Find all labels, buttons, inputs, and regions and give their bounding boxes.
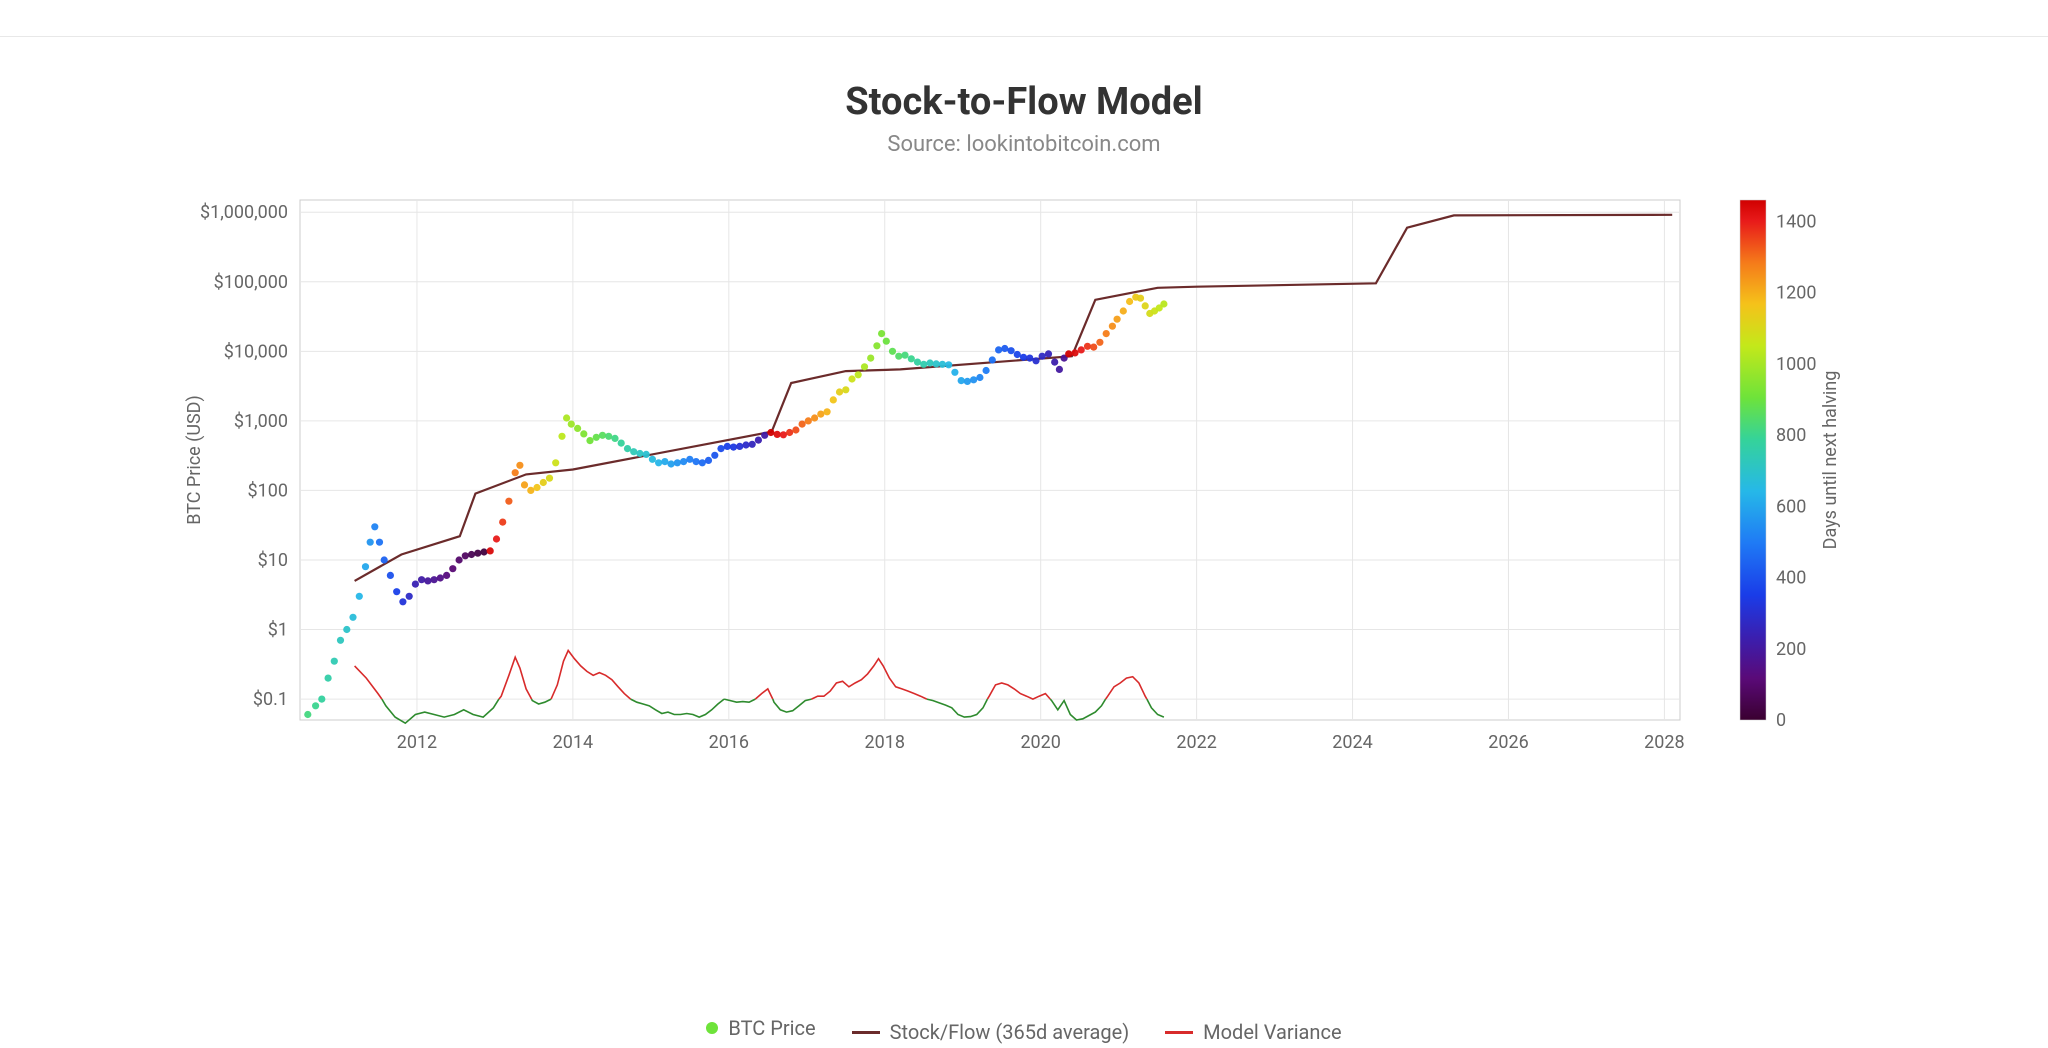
svg-text:2028: 2028 — [1644, 732, 1684, 753]
legend: BTC Price Stock/Flow (365d average) Model … — [0, 1015, 2048, 1045]
svg-text:2020: 2020 — [1020, 732, 1060, 753]
svg-text:2016: 2016 — [709, 732, 749, 753]
svg-text:$100,000: $100,000 — [214, 272, 288, 293]
legend-label: BTC Price — [728, 1016, 815, 1040]
svg-text:$10: $10 — [258, 550, 288, 571]
chart-title: Stock-to-Flow Model — [0, 80, 2048, 124]
svg-text:800: 800 — [1776, 425, 1806, 446]
svg-text:1000: 1000 — [1776, 354, 1816, 375]
legend-label: Model Variance — [1203, 1020, 1341, 1044]
svg-text:Days until next halving: Days until next halving — [1820, 371, 1841, 550]
svg-text:400: 400 — [1776, 568, 1806, 589]
legend-swatch — [852, 1031, 880, 1034]
svg-text:$1,000: $1,000 — [234, 411, 288, 432]
legend-item: Stock/Flow (365d average) — [852, 1020, 1130, 1044]
chart-subtitle: Source: lookintobitcoin.com — [0, 132, 2048, 157]
svg-text:$10,000: $10,000 — [224, 341, 288, 362]
svg-text:$1: $1 — [268, 620, 288, 641]
legend-label: Stock/Flow (365d average) — [890, 1020, 1130, 1044]
chart: $0.1 $1 $10 $100 $1,000 $10,000 $100,000 $1,000… — [180, 195, 1880, 935]
svg-text:2022: 2022 — [1176, 732, 1216, 753]
svg-text:2024: 2024 — [1332, 732, 1372, 753]
svg-text:1200: 1200 — [1776, 283, 1816, 304]
svg-text:$0.1: $0.1 — [253, 689, 288, 710]
svg-text:200: 200 — [1776, 639, 1806, 660]
colorbar — [1740, 200, 1766, 720]
svg-text:$1,000,000: $1,000,000 — [200, 202, 288, 223]
svg-text:2018: 2018 — [865, 732, 905, 753]
svg-text:2026: 2026 — [1488, 732, 1528, 753]
svg-text:BTC Price (USD): BTC Price (USD) — [184, 395, 205, 525]
legend-swatch — [706, 1022, 718, 1034]
svg-text:1400: 1400 — [1776, 211, 1816, 232]
legend-item: Model Variance — [1165, 1020, 1341, 1044]
legend-item: BTC Price — [706, 1016, 815, 1040]
svg-text:$100: $100 — [248, 480, 288, 501]
legend-swatch — [1165, 1031, 1193, 1034]
svg-text:600: 600 — [1776, 496, 1806, 517]
svg-text:2014: 2014 — [553, 732, 593, 753]
top-divider — [0, 36, 2048, 37]
svg-text:2012: 2012 — [397, 732, 437, 753]
svg-text:0: 0 — [1776, 710, 1786, 731]
chart-svg: $0.1 $1 $10 $100 $1,000 $10,000 $100,000 $1,000… — [180, 195, 1880, 935]
